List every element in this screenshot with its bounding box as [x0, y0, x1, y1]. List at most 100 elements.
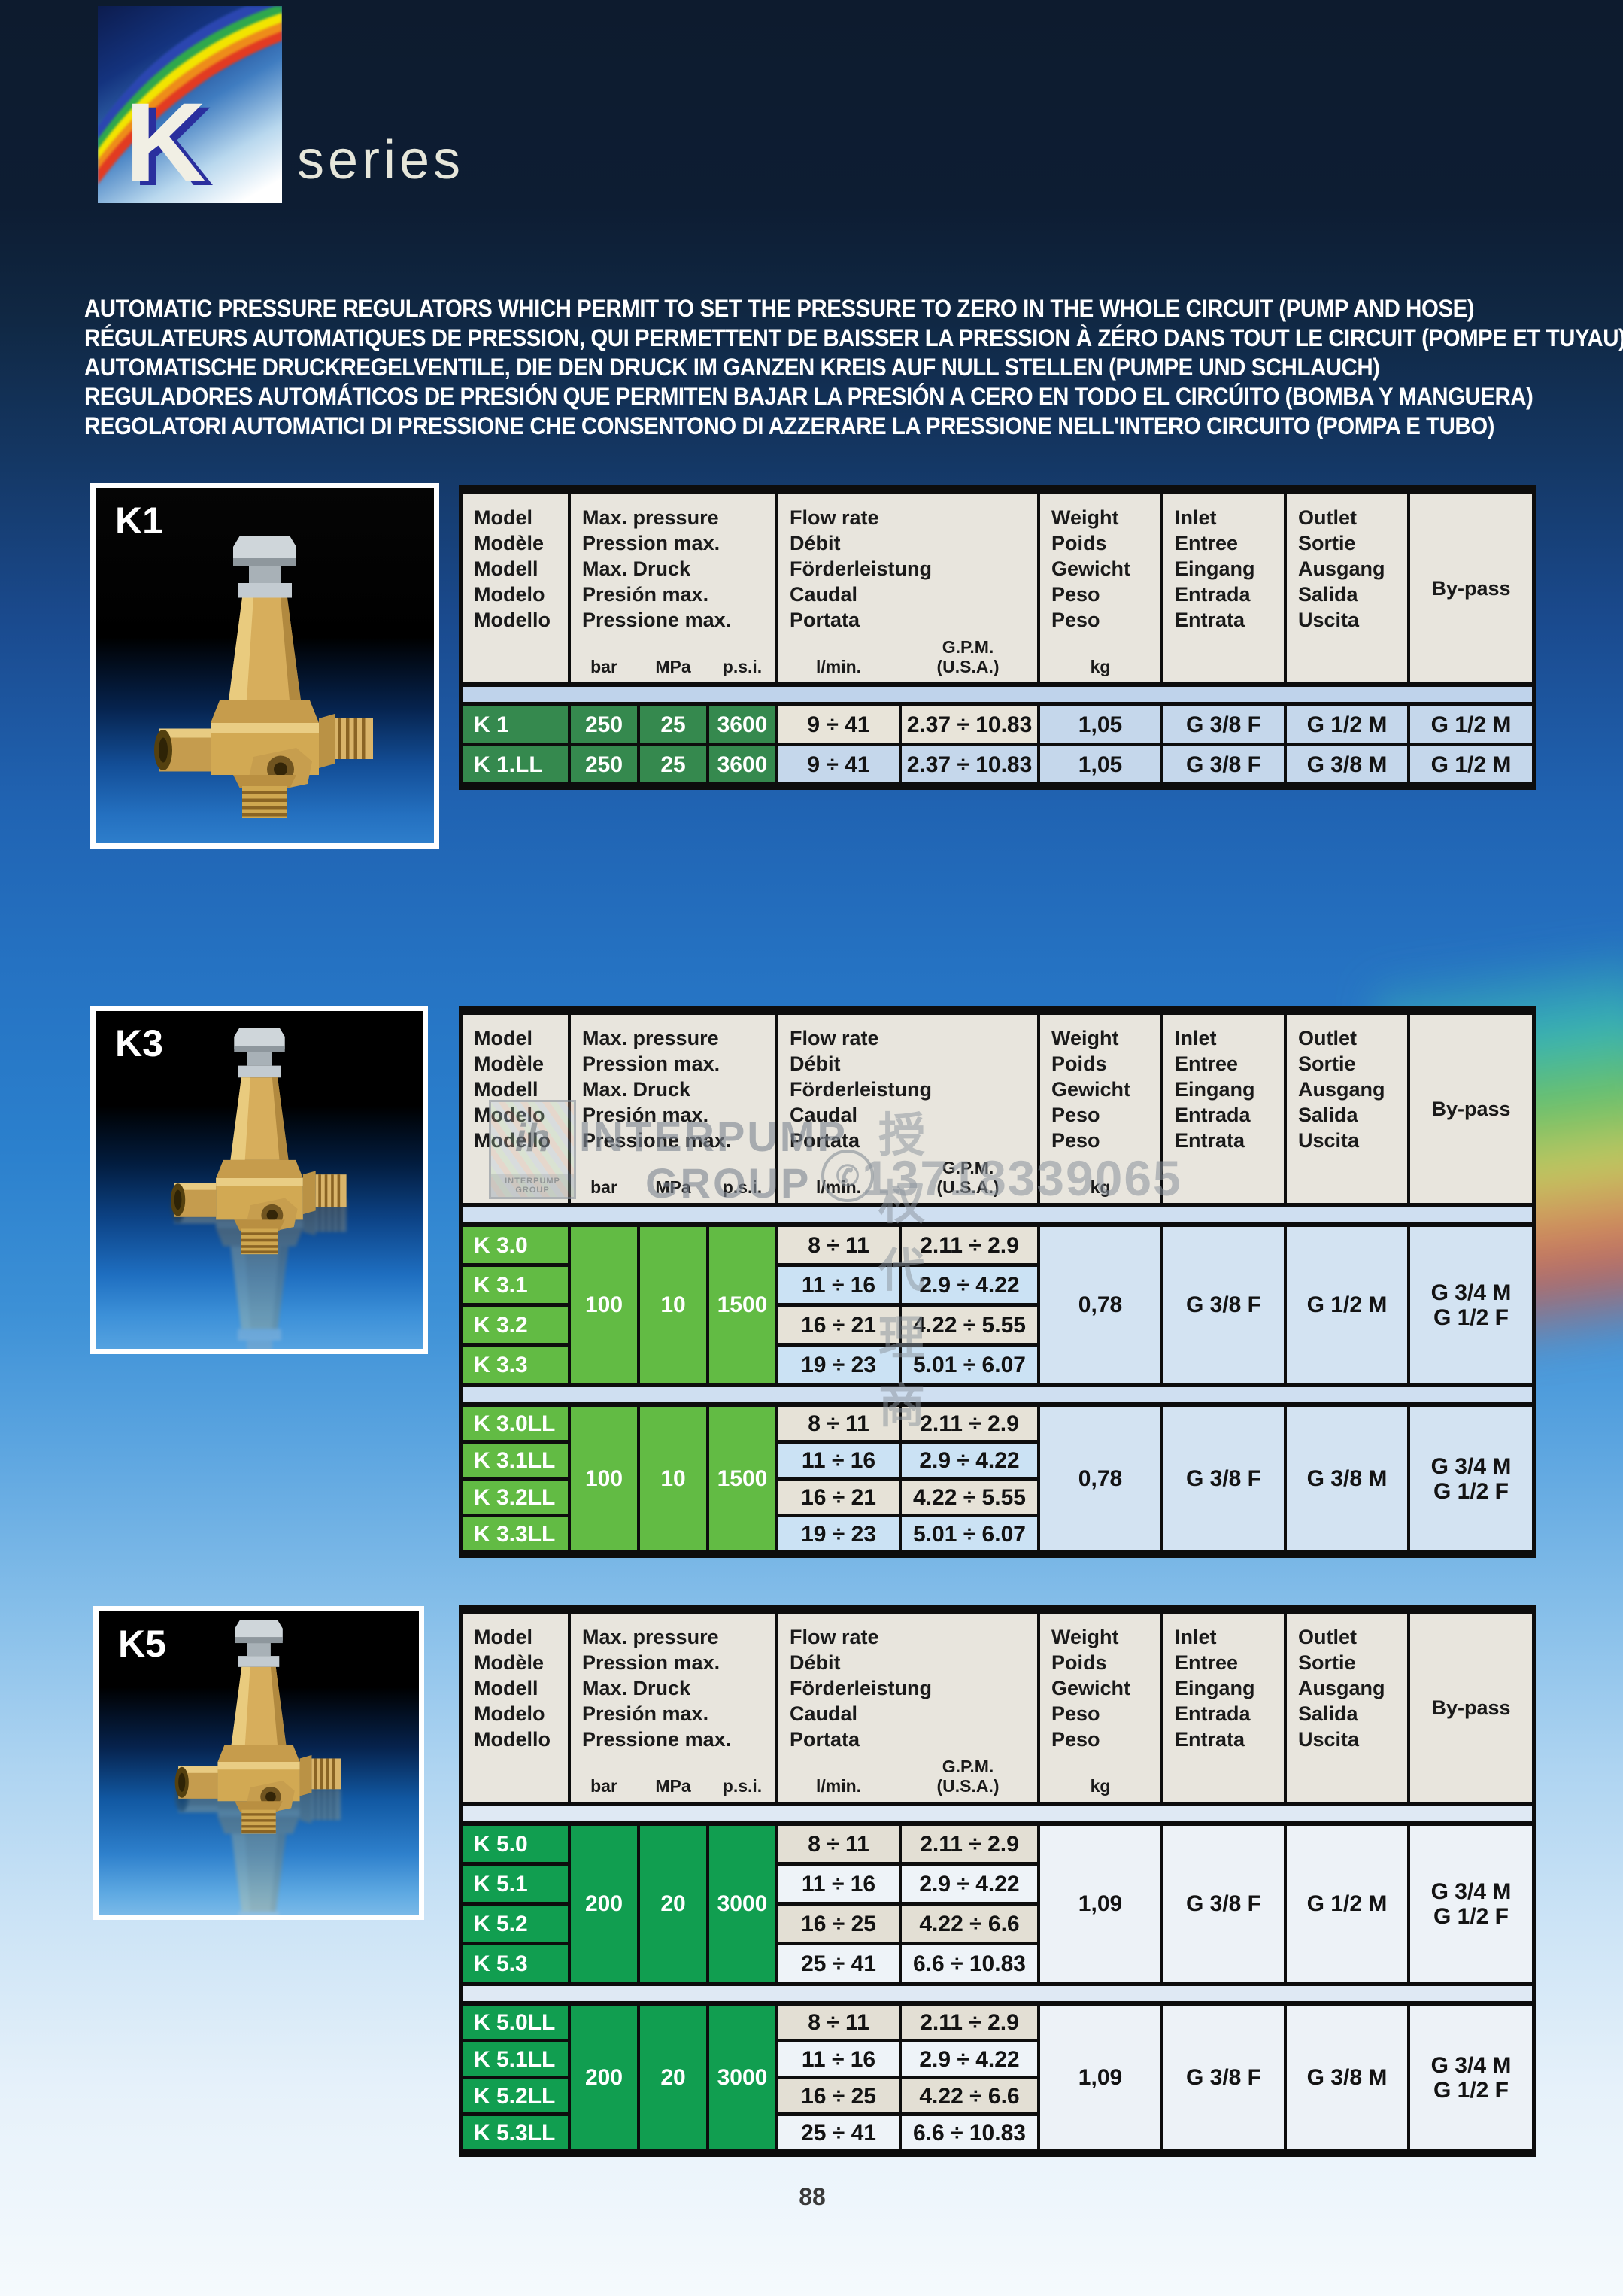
header-cell-weight: Weight Poids Gewicht Peso Peso kg [1040, 494, 1160, 682]
unit-label: p.s.i. [722, 1177, 763, 1197]
unit-label: G.P.M. (U.S.A.) [936, 637, 1000, 676]
cell-model: K 3.3 [463, 1347, 568, 1383]
unit-label: bar [590, 657, 617, 676]
spec-table-header: Model Modèle Modell Modelo Modello Max. press… [463, 1614, 1532, 1802]
cell-model: K 1 [463, 706, 568, 743]
header-cell-model: Model Modèle Modell Modelo Modello [463, 1614, 568, 1802]
table-row-group: K 1 250 25 3600 9 ÷ 41 2.37 ÷ 10.83 1,05 G 3/8 … [463, 706, 1532, 782]
product-photo-inner: K1 [96, 488, 434, 843]
cell-flow: 9 ÷ 41 [778, 746, 899, 782]
cell-green: 250 [571, 706, 637, 743]
brass-valve-photo [174, 1620, 341, 1834]
cell-weight: 1,05 [1040, 706, 1160, 743]
product-photo-k3: K3 [90, 1006, 428, 1354]
cell-flow: 4.22 ÷ 5.55 [902, 1307, 1037, 1343]
spec-table-k1: Model Modèle Modell Modelo Modello Max. press… [459, 485, 1536, 790]
cell-flow: 11 ÷ 16 [778, 1267, 899, 1303]
header-cell-pressure: Max. pressure Pression max. Max. Druck Pres… [571, 1015, 775, 1203]
description-line-1: AUTOMATIC PRESSURE REGULATORS WHICH PERM… [84, 295, 1475, 322]
page-number: 88 [799, 2183, 826, 2210]
table-band [463, 1207, 1532, 1222]
cell-green: 20 [640, 1826, 706, 1982]
cell-flow: 6.6 ÷ 10.83 [902, 2116, 1037, 2149]
cell-flow: 2.37 ÷ 10.83 [902, 706, 1037, 743]
cell-flow: 16 ÷ 21 [778, 1307, 899, 1343]
unit-label: MPa [655, 1776, 691, 1796]
cell-inlet: G 3/8 F [1163, 706, 1284, 743]
unit-label: p.s.i. [722, 657, 763, 676]
unit-label: MPa [655, 657, 691, 676]
product-photo-k1: K1 [90, 483, 439, 849]
header-cell-flow: Flow rate Débit Förderleistung Caudal Portat… [778, 1614, 1037, 1802]
product-photo-inner: K5 [99, 1611, 419, 1915]
product-photo-k5: K5 [93, 1606, 424, 1920]
header-cell-weight: Weight Poids Gewicht Peso Peso kg [1040, 1614, 1160, 1802]
cell-green: 200 [571, 1826, 637, 1982]
cell-flow: 2.9 ÷ 4.22 [902, 2042, 1037, 2076]
cell-inlet: G 3/8 F [1163, 746, 1284, 782]
cell-green: 3000 [709, 1826, 775, 1982]
cell-flow: 11 ÷ 16 [778, 2042, 899, 2076]
cell-model: K 5.2LL [463, 2079, 568, 2112]
table-row-group: K 5.0 8 ÷ 11 2.11 ÷ 2.9 K 5.1 11 ÷ 16 2.9 ÷ 4… [463, 1826, 1532, 1982]
cell-model: K 3.0LL [463, 1407, 568, 1440]
cell-flow: 16 ÷ 21 [778, 1481, 899, 1514]
header-cell-bypass: By-pass [1410, 494, 1532, 682]
valve-image [165, 1611, 353, 1839]
cell-green: 3600 [709, 746, 775, 782]
header-cell-weight: Weight Poids Gewicht Peso Peso kg [1040, 1015, 1160, 1203]
cell-flow: 2.37 ÷ 10.83 [902, 746, 1037, 782]
brass-valve-photo [170, 1028, 347, 1255]
header-cell-flow: Flow rate Débit Förderleistung Caudal Portat… [778, 494, 1037, 682]
spec-table-header: Model Modèle Modell Modelo Modello Max. press… [463, 494, 1532, 682]
header-cell-model: Model Modèle Modell Modelo Modello [463, 494, 568, 682]
cell-flow: 11 ÷ 16 [778, 1866, 899, 1902]
header-cell-outlet: Outlet Sortie Ausgang Salida Uscita [1287, 1015, 1407, 1203]
cell-flow: 25 ÷ 41 [778, 2116, 899, 2149]
table-band [463, 1806, 1532, 1821]
cell-green: 1500 [709, 1227, 775, 1383]
cell-green: 100 [571, 1407, 637, 1550]
table-band [463, 687, 1532, 702]
cell-weight: 1,09 [1040, 2006, 1160, 2149]
cell-model: K 5.0 [463, 1826, 568, 1862]
cell-model: K 3.3LL [463, 1517, 568, 1550]
cell-model: K 5.1LL [463, 2042, 568, 2076]
cell-flow: 19 ÷ 23 [778, 1347, 899, 1383]
unit-label: l/min. [815, 1776, 862, 1796]
unit-label: bar [590, 1776, 617, 1796]
cell-flow: 25 ÷ 41 [778, 1945, 899, 1982]
header-cell-bypass: By-pass [1410, 1015, 1532, 1203]
cell-flow: 2.9 ÷ 4.22 [902, 1267, 1037, 1303]
cell-model: K 5.1 [463, 1866, 568, 1902]
valve-image [141, 524, 389, 824]
spec-table-k3: Model Modèle Modell Modelo Modello Max. press… [459, 1006, 1536, 1558]
cell-flow: 5.01 ÷ 6.07 [902, 1517, 1037, 1550]
cell-flow: 2.9 ÷ 4.22 [902, 1866, 1037, 1902]
unit-label: G.P.M. (U.S.A.) [936, 1757, 1000, 1796]
cell-outlet: G 1/2 M [1287, 1227, 1407, 1383]
cell-green: 20 [640, 2006, 706, 2149]
cell-model: K 1.LL [463, 746, 568, 782]
cell-flow: 2.11 ÷ 2.9 [902, 2006, 1037, 2039]
header-cell-flow: Flow rate Débit Förderleistung Caudal Portat… [778, 1015, 1037, 1203]
photo-label-k1: K1 [115, 500, 163, 542]
cell-green: 100 [571, 1227, 637, 1383]
spec-table-header: Model Modèle Modell Modelo Modello Max. press… [463, 1015, 1532, 1203]
cell-flow: 2.11 ÷ 2.9 [902, 1826, 1037, 1862]
cell-green: 1500 [709, 1407, 775, 1550]
cell-outlet: G 1/2 M [1287, 1826, 1407, 1982]
cell-green: 25 [640, 706, 706, 743]
header-cell-inlet: Inlet Entree Eingang Entrada Entrata [1163, 1614, 1284, 1802]
cell-model: K 3.2 [463, 1307, 568, 1343]
unit-label: MPa [655, 1177, 691, 1197]
cell-weight: 1,09 [1040, 1826, 1160, 1982]
cell-green: 25 [640, 746, 706, 782]
logo-letter: K [125, 79, 207, 203]
unit-label: kg [1090, 1177, 1111, 1197]
cell-inlet: G 3/8 F [1163, 1407, 1284, 1550]
